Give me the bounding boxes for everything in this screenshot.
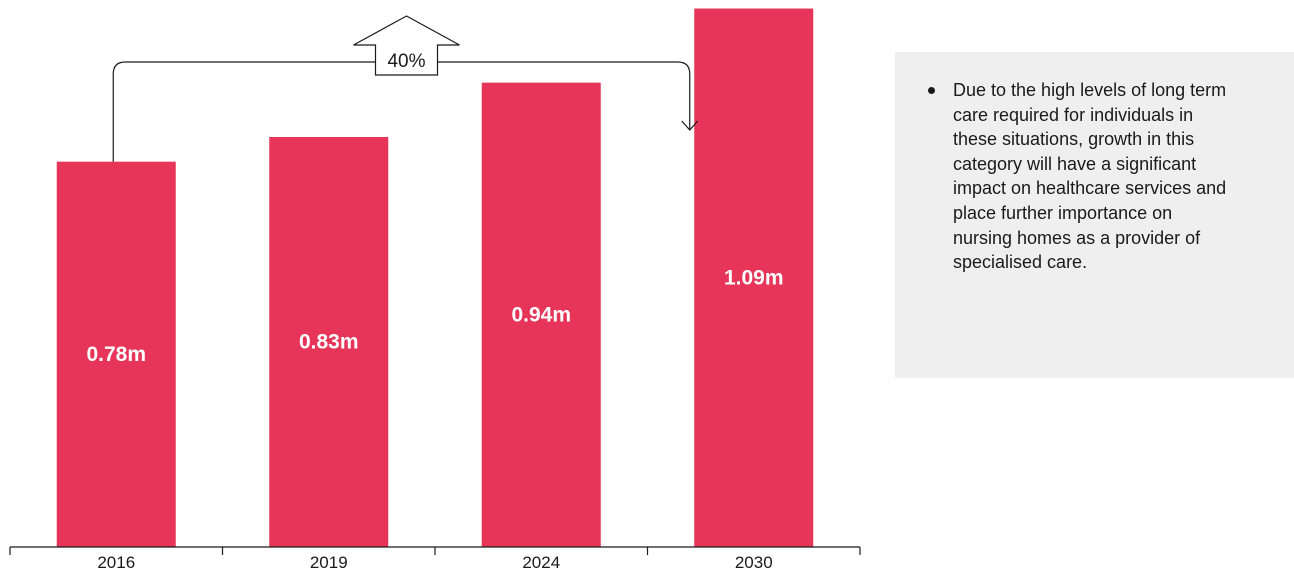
chart-svg: 0.78m 0.83m 0.94m 1.09m 2016 2019 2024 2030 40% <box>9 8 861 572</box>
bar-2024 <box>481 82 601 547</box>
bar-value-label: 0.78m <box>86 343 146 366</box>
x-tick-label: 2019 <box>310 553 348 572</box>
bullet-dot-icon <box>928 87 935 94</box>
bar-value-label: 0.94m <box>511 303 571 326</box>
bar-value-label: 0.83m <box>299 331 359 354</box>
bar-2016 <box>56 161 176 547</box>
bar-2030 <box>694 8 814 548</box>
note-bullet-item: Due to the high levels of long term care… <box>923 78 1233 275</box>
arrow-head-down-icon <box>681 120 699 131</box>
growth-bracket-line <box>112 61 691 162</box>
bar-value-label: 1.09m <box>724 266 784 289</box>
growth-up-arrow-icon <box>353 15 460 76</box>
x-tick-label: 2016 <box>97 553 135 572</box>
x-tick-label: 2024 <box>522 553 560 572</box>
growth-percentage-label: 40% <box>387 51 425 72</box>
bar-2019 <box>269 136 389 548</box>
note-list: Due to the high levels of long term care… <box>923 78 1274 275</box>
note-text: Due to the high levels of long term care… <box>953 80 1227 273</box>
x-tick-label: 2030 <box>735 553 773 572</box>
bar-chart: 0.78m 0.83m 0.94m 1.09m 2016 2019 2024 2030 40% <box>9 8 861 572</box>
note-panel: Due to the high levels of long term care… <box>895 52 1294 378</box>
